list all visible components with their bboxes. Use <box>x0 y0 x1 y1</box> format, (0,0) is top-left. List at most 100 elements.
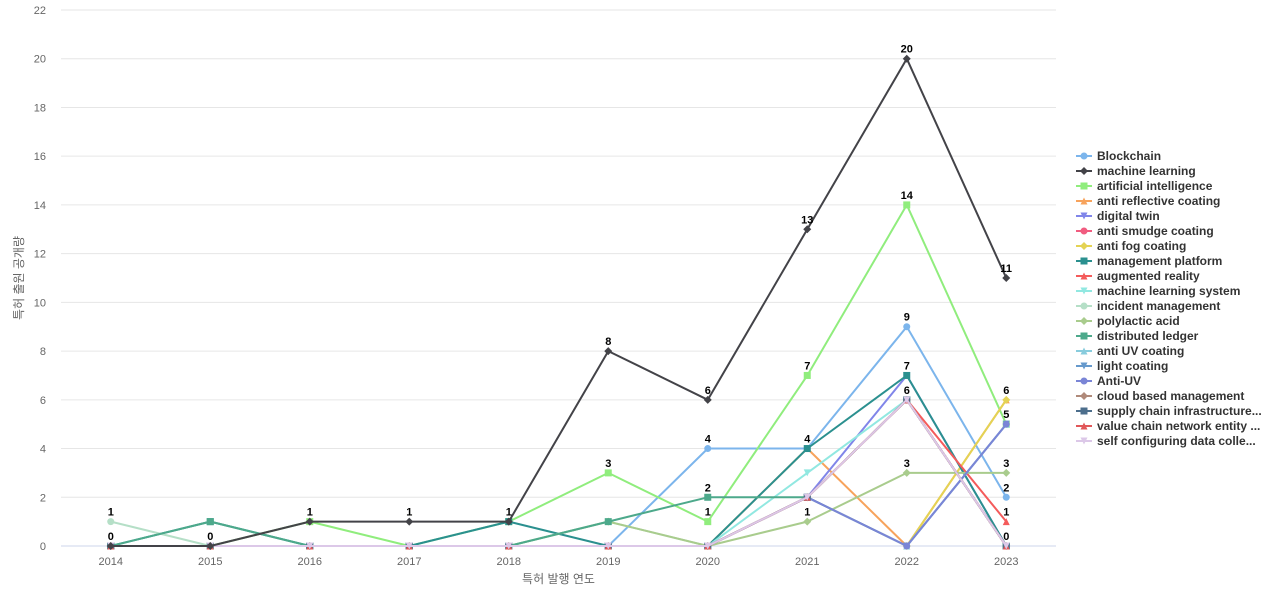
legend-symbol <box>1080 392 1088 400</box>
legend-symbol <box>1080 377 1088 385</box>
legend-item: augmented reality <box>1076 269 1200 283</box>
series-line <box>110 398 1008 547</box>
y-axis-ticks: 0 2 4 6 8 10 12 14 16 18 20 22 <box>34 5 46 553</box>
data-point <box>1002 518 1010 526</box>
series-line <box>110 57 1008 547</box>
data-point <box>903 323 911 331</box>
legend-item: Anti-UV <box>1076 374 1141 388</box>
legend-item: anti smudge coating <box>1076 224 1214 238</box>
legend-label: polylactic acid <box>1097 314 1180 328</box>
data-point <box>1002 542 1010 550</box>
y-tick-label: 10 <box>34 297 46 309</box>
data-label: 1 <box>307 507 313 519</box>
data-label: 5 <box>1003 409 1009 421</box>
legend-label: artificial intelligence <box>1097 179 1213 193</box>
series-7 <box>107 371 1010 550</box>
legend-label: machine learning <box>1097 164 1196 178</box>
y-tick-label: 20 <box>34 54 46 66</box>
series-line <box>110 398 1008 547</box>
x-axis-ticks: 2014 2015 2016 2017 2018 2019 2020 2021 2022 2023 <box>99 556 1019 568</box>
data-point <box>903 371 911 379</box>
data-point <box>405 517 414 526</box>
data-point <box>405 542 413 550</box>
y-tick-label: 2 <box>40 492 46 504</box>
legend-label: self configuring data colle... <box>1097 434 1256 448</box>
data-label: 1 <box>506 507 512 519</box>
legend-label: Blockchain <box>1097 149 1161 163</box>
data-point <box>604 347 613 356</box>
data-point <box>903 396 911 404</box>
legend-symbol <box>1080 227 1088 235</box>
legend-item: light coating <box>1076 359 1168 373</box>
data-point <box>1002 420 1010 428</box>
series-10 <box>107 396 1010 550</box>
data-point <box>803 517 812 526</box>
data-label: 3 <box>605 458 611 470</box>
y-axis-title: 특허 출원 공개량 <box>12 236 26 320</box>
data-point <box>604 542 612 550</box>
series-19 <box>107 396 1010 550</box>
legend-symbol <box>1080 347 1088 355</box>
legend-symbol <box>1080 422 1088 430</box>
legend-item: incident management <box>1076 299 1220 313</box>
data-label: 9 <box>904 312 910 324</box>
series-16 <box>106 395 1011 550</box>
legend-item: polylactic acid <box>1076 314 1180 328</box>
legend-symbol <box>1080 362 1088 370</box>
data-label: 1 <box>1003 507 1009 519</box>
legend-label: digital twin <box>1097 209 1160 223</box>
legend-symbol <box>1080 197 1088 205</box>
legend-label: anti fog coating <box>1097 239 1186 253</box>
legend-label: machine learning system <box>1097 284 1240 298</box>
legend-item: machine learning system <box>1076 284 1240 298</box>
data-point <box>306 542 314 550</box>
data-point <box>604 518 612 526</box>
data-point <box>1002 493 1010 501</box>
legend-symbol <box>1080 257 1088 265</box>
legend-label: anti UV coating <box>1097 344 1184 358</box>
data-point <box>803 493 811 501</box>
data-label: 11 <box>1000 263 1012 275</box>
data-label: 6 <box>705 385 711 397</box>
series-lines <box>106 54 1011 550</box>
legend-symbol <box>1080 212 1088 220</box>
legend-label: augmented reality <box>1097 269 1200 283</box>
legend-symbol <box>1080 287 1088 295</box>
series-17 <box>107 396 1010 550</box>
legend-label: anti smudge coating <box>1097 224 1214 238</box>
series-1 <box>106 54 1011 550</box>
data-label: 3 <box>1003 458 1009 470</box>
legend-label: Anti-UV <box>1097 374 1141 388</box>
data-label: 7 <box>904 360 910 372</box>
data-point <box>206 542 215 550</box>
data-label: 8 <box>605 336 611 348</box>
series-line <box>110 423 1008 547</box>
series-line <box>110 374 1008 547</box>
legend-item: artificial intelligence <box>1076 179 1213 193</box>
data-label: 6 <box>1003 385 1009 397</box>
series-line <box>110 398 1008 547</box>
data-label: 13 <box>801 214 813 226</box>
data-label: 2 <box>1003 482 1009 494</box>
data-label: 0 <box>108 531 114 543</box>
data-label: 0 <box>207 531 213 543</box>
legend-item: Blockchain <box>1076 149 1161 163</box>
legend-label: anti reflective coating <box>1097 194 1220 208</box>
y-tick-label: 6 <box>40 395 46 407</box>
x-tick-label: 2017 <box>397 556 421 568</box>
y-tick-label: 8 <box>40 346 46 358</box>
legend-item: supply chain infrastructure... <box>1076 404 1262 418</box>
legend-symbol <box>1080 182 1088 190</box>
legend-item: machine learning <box>1076 164 1196 178</box>
data-label: 7 <box>804 360 810 372</box>
legend-symbol <box>1080 332 1088 340</box>
data-point <box>1002 468 1011 477</box>
legend-label: cloud based management <box>1097 389 1244 403</box>
data-label: 1 <box>406 507 412 519</box>
data-point <box>604 469 612 477</box>
y-tick-label: 4 <box>40 444 46 456</box>
